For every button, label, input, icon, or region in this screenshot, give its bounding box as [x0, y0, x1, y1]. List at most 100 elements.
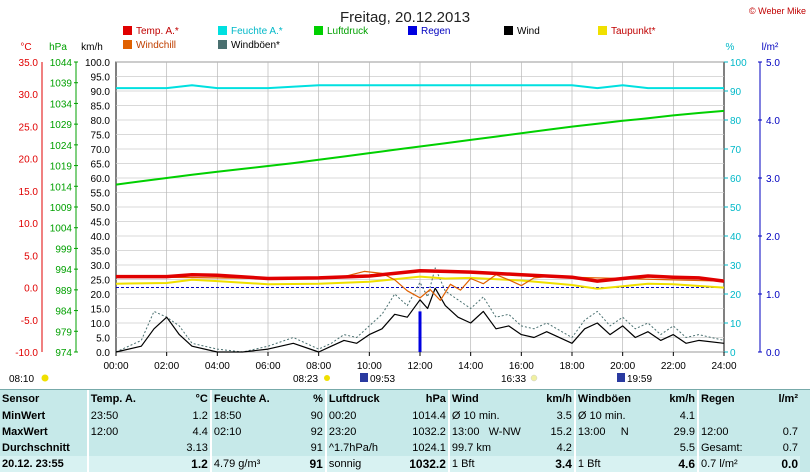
axis-ticks: 35.0 30.0 25.0 20.0 15.0 10.0 5.0 0.0 -5.0 -10.0 1…: [15, 58, 780, 372]
row-label: Durchschnitt: [2, 442, 70, 454]
rain-min-value: [762, 408, 800, 424]
pressure-tick-label: 984: [55, 307, 72, 318]
series-line-wind: [115, 287, 725, 353]
axis-unit-label: l/m²: [762, 42, 779, 53]
legend-label: Regen: [421, 26, 450, 37]
humidity-current-value: 91: [282, 456, 326, 472]
axis-unit-label: hPa: [49, 42, 67, 53]
wind-tick-label: 65.0: [91, 160, 111, 171]
rain-max-value: 0.7: [782, 426, 798, 438]
humidity-tick-label: 100: [730, 58, 747, 69]
x-tick-label: 16:00: [509, 361, 534, 372]
x-tick-label: 12:00: [407, 361, 432, 372]
humidity-tick-label: 0: [730, 348, 736, 359]
humidity-avg-value: 91: [310, 442, 323, 454]
x-tick-label: 08:00: [306, 361, 331, 372]
axis-unit-label: %: [726, 42, 735, 53]
wind-tick-label: 50.0: [91, 203, 111, 214]
axis-unit-label: km/h: [81, 42, 103, 53]
axis-unit-label: °C: [20, 42, 31, 53]
temp-tick-label: 0.0: [24, 284, 38, 295]
wind-max-time: 13:00 W-NW: [447, 424, 524, 440]
pressure-min-time: 00:20: [324, 408, 398, 424]
sun-moon-markers: 08:10 08:23 09:53 16:33 19:59: [9, 373, 652, 385]
humidity-tick-label: 60: [730, 174, 742, 185]
rain-total-label: Gesamt:: [697, 440, 762, 456]
moonrise-a-time: 08:23: [293, 374, 318, 385]
x-tick-label: 20:00: [610, 361, 635, 372]
stats-header-row: Sensor Temp. A. °C Feuchte A. % Luftdruc…: [0, 390, 800, 408]
rain-total-value: 0.7: [782, 442, 798, 454]
wind-tick-label: 35.0: [91, 247, 111, 258]
legend: Temp. A.* Feuchte A.* Luftdruck Regen Wind Ta…: [123, 26, 656, 51]
gust-max-value: 29.9: [673, 426, 695, 438]
pressure-tick-label: 1019: [50, 162, 73, 173]
humidity-tick-label: 70: [730, 145, 742, 156]
temp-tick-label: 15.0: [19, 187, 39, 198]
wind-tick-label: 95.0: [91, 73, 111, 84]
statistics-table: Sensor Temp. A. °C Feuchte A. % Luftdruc…: [0, 390, 800, 472]
legend-label: Temp. A.*: [136, 26, 179, 37]
series-line-luftdruck: [115, 109, 725, 186]
legend-swatch: [598, 26, 607, 35]
wind-current-value: 3.4: [523, 456, 575, 472]
stats-row-average: Durchschnitt 3.13 91 ^1.7hPa/h 1024.1 99…: [0, 440, 800, 456]
wind-tick-label: 0.0: [96, 348, 110, 359]
rain-tick-label: 1.0: [766, 290, 780, 301]
x-tick-label: 24:00: [711, 361, 736, 372]
temp-min-time: 23:50: [86, 408, 144, 424]
chart-title: Freitag, 20.12.2013: [340, 9, 470, 26]
wind-tick-label: 25.0: [91, 276, 111, 287]
header-gust: Windböen: [573, 390, 643, 408]
moonset-a-icon: [360, 373, 368, 382]
gust-max-time-text: 13:00: [577, 426, 606, 438]
wind-tick-label: 70.0: [91, 145, 111, 156]
rain-current-value: 0.0: [761, 456, 800, 472]
wind-tick-label: 55.0: [91, 189, 111, 200]
temp-tick-label: -10.0: [15, 348, 38, 359]
temp-max-value: 4.4: [192, 426, 208, 438]
gust-avg-daily-value: 5.5: [679, 442, 695, 454]
wind-avg-daily-value: 4.2: [556, 442, 572, 454]
humidity-tick-label: 10: [730, 319, 742, 330]
series-line-temp-a: [116, 269, 725, 283]
pressure-tick-label: 989: [55, 286, 72, 297]
pressure-tick-label: 1014: [50, 182, 73, 193]
copyright-label: © Weber Mike: [749, 6, 806, 16]
gust-max-time: 13:00 N: [573, 424, 643, 440]
pressure-tick-label: 1044: [50, 58, 73, 69]
wind-beaufort: 1 Bft: [447, 456, 524, 472]
x-tick-label: 22:00: [661, 361, 686, 372]
humidity-min-value: 90: [310, 410, 323, 422]
humidity-tick-label: 80: [730, 116, 742, 127]
header-temp: Temp. A.: [86, 390, 144, 408]
temp-tick-label: 10.0: [19, 219, 39, 230]
x-tick-label: 02:00: [154, 361, 179, 372]
moonset-b-icon: [617, 373, 625, 382]
gust-avg-label: [573, 440, 643, 456]
series-line-windchill: [115, 270, 725, 301]
legend-label: Feuchte A.*: [231, 26, 283, 37]
wind-max-value: 15.2: [550, 426, 572, 438]
sunset-time: 16:33: [501, 374, 526, 385]
stats-row-max: MaxWert 12:00 4.4 02:10 92 23:20 1032.2 …: [0, 424, 800, 440]
humidity-tick-label: 90: [730, 87, 742, 98]
header-humidity-unit: %: [313, 393, 323, 405]
x-tick-label: 14:00: [458, 361, 483, 372]
legend-swatch: [314, 26, 323, 35]
wind-tick-label: 5.0: [96, 334, 110, 345]
wind-tick-label: 20.0: [91, 290, 111, 301]
pressure-min-value: 1014.4: [412, 410, 446, 422]
header-pressure-unit: hPa: [425, 393, 446, 405]
rain-tick-label: 0.0: [766, 348, 780, 359]
pressure-tick-label: 1004: [50, 224, 73, 235]
temp-current-extra: [86, 456, 144, 472]
wind-tick-label: 45.0: [91, 218, 111, 229]
wind-avg-value: 3.5: [556, 410, 572, 422]
temp-tick-label: 30.0: [19, 90, 39, 101]
legend-swatch: [123, 40, 132, 49]
pressure-tick-label: 979: [55, 327, 72, 338]
pressure-tick-label: 974: [55, 348, 72, 359]
wind-tick-label: 30.0: [91, 261, 111, 272]
wind-avg-label: Ø 10 min.: [447, 408, 524, 424]
